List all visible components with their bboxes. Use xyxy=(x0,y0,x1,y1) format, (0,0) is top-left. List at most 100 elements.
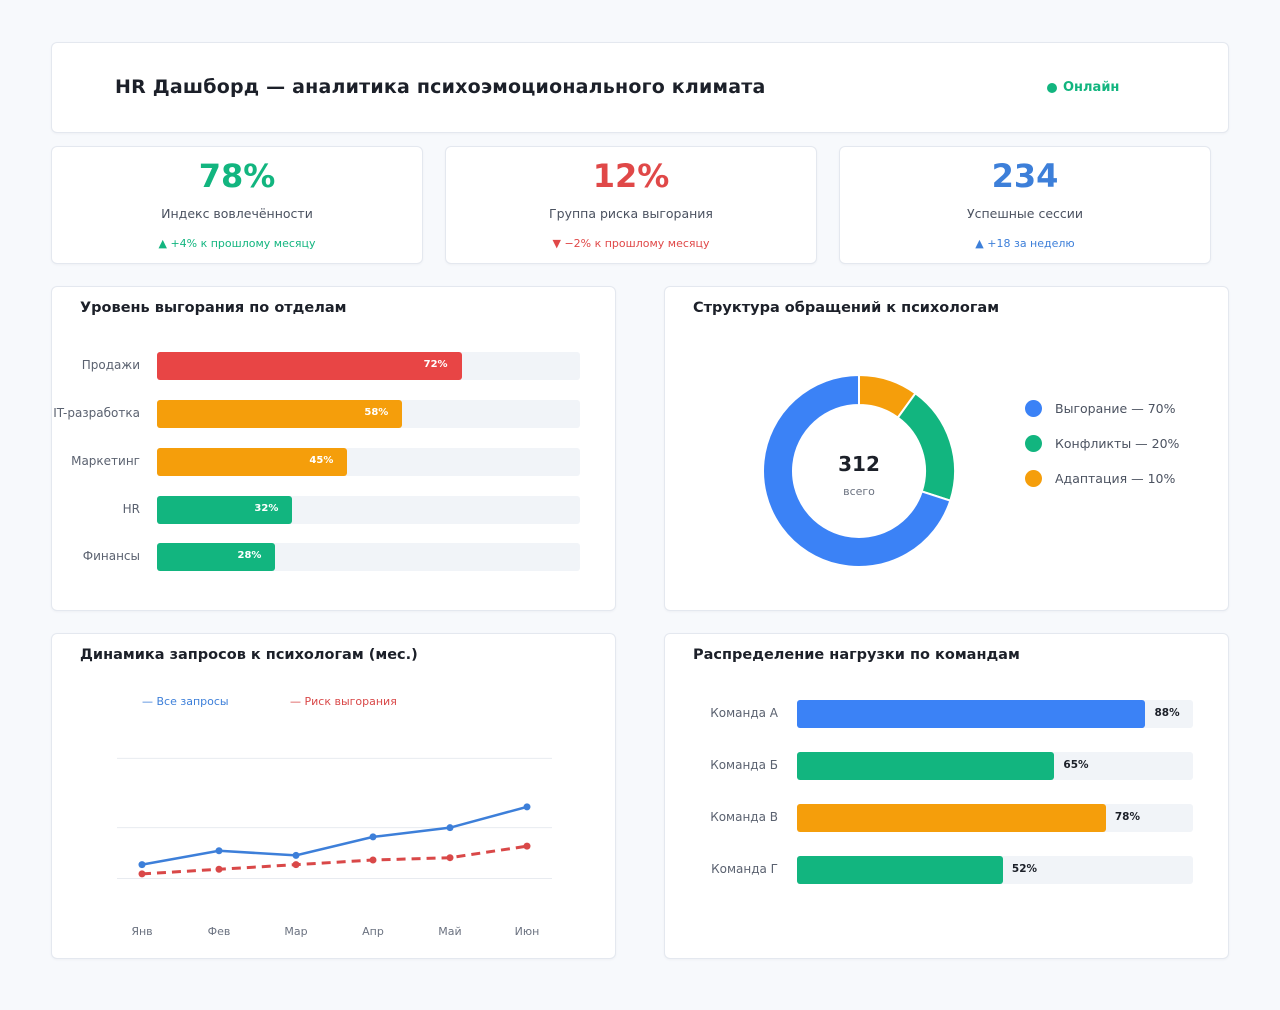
team-load-panel: Распределение нагрузки по командам Коман… xyxy=(664,633,1229,959)
department-label: HR xyxy=(122,502,140,516)
x-tick-label: Мар xyxy=(284,925,307,938)
legend-dot-icon xyxy=(1025,435,1042,452)
legend-item: Конфликты — 20% xyxy=(1025,435,1179,452)
burnout-by-department-panel: Уровень выгорания по отделам Продажи 72% I… xyxy=(51,286,616,611)
team-row: Команда Б 65% xyxy=(665,752,1228,780)
burnout-bar: 28% xyxy=(157,543,276,571)
data-point xyxy=(446,854,454,862)
kpi-delta: ▲ +18 за неделю xyxy=(975,237,1075,250)
legend-dot-icon xyxy=(1025,400,1042,417)
series-line xyxy=(141,805,528,866)
donut-total-label: всего xyxy=(843,485,875,498)
burnout-value-label: 72% xyxy=(423,359,448,370)
team-value-label: 52% xyxy=(1011,863,1038,875)
page-title: HR Дашборд — аналитика психоэмоционально… xyxy=(115,76,766,98)
panel-title: Уровень выгорания по отделам xyxy=(80,300,347,316)
legend-label: Выгорание — 70% xyxy=(1055,401,1176,416)
kpi-card-sessions: 234 Успешные сессии ▲ +18 за неделю xyxy=(839,146,1211,264)
requests-dynamics-line-chart: — Все запросы — Риск выгорания Янв Фев Мар… xyxy=(117,695,552,938)
team-bar-track: 52% xyxy=(797,856,1193,884)
x-tick-label: Июн xyxy=(515,925,540,938)
burnout-bar: 72% xyxy=(157,352,462,380)
kpi-value: 12% xyxy=(592,157,670,195)
x-tick-label: Фев xyxy=(208,925,231,938)
burnout-bar: 32% xyxy=(157,496,293,524)
department-row: Финансы 28% xyxy=(52,543,615,571)
team-bar-track: 88% xyxy=(797,700,1193,728)
data-point xyxy=(138,870,146,878)
data-point xyxy=(369,833,377,841)
status-label: Онлайн xyxy=(1063,80,1120,95)
department-label: IT-разработка xyxy=(53,406,140,420)
department-row: Продажи 72% xyxy=(52,352,615,380)
department-label: Продажи xyxy=(81,358,140,372)
kpi-label: Группа риска выгорания xyxy=(549,206,713,221)
x-tick-label: Янв xyxy=(131,925,152,938)
burnout-value-label: 45% xyxy=(309,455,334,466)
team-row: Команда Г 52% xyxy=(665,856,1228,884)
x-tick-label: Май xyxy=(438,925,461,938)
burnout-bar-track: 32% xyxy=(157,496,580,524)
donut-total: 312 xyxy=(838,452,880,476)
team-value-label: 65% xyxy=(1063,759,1089,771)
requests-dynamics-panel: Динамика запросов к психологам (мес.) — … xyxy=(51,633,616,959)
burnout-bar-track: 58% xyxy=(157,400,580,428)
requests-donut-chart: 312 всего xyxy=(762,373,956,568)
donut-segment xyxy=(762,373,952,568)
data-point xyxy=(215,847,223,855)
team-label: Команда Б xyxy=(710,758,778,772)
burnout-bar-track: 28% xyxy=(157,543,580,571)
department-row: IT-разработка 58% xyxy=(52,400,615,428)
burnout-value-label: 32% xyxy=(254,503,279,514)
legend-dot-icon xyxy=(1025,470,1042,487)
kpi-value: 234 xyxy=(991,157,1059,195)
team-row: Команда А 88% xyxy=(665,700,1228,728)
series-line xyxy=(141,844,528,876)
burnout-bar: 45% xyxy=(157,448,348,476)
legend-burnout-risk: — Риск выгорания xyxy=(290,695,397,708)
dashboard-header: HR Дашборд — аналитика психоэмоционально… xyxy=(51,42,1229,133)
data-point xyxy=(523,842,531,850)
team-value-label: 88% xyxy=(1154,707,1180,719)
data-point xyxy=(138,861,146,869)
burnout-bar-track: 45% xyxy=(157,448,580,476)
panel-title: Динамика запросов к психологам (мес.) xyxy=(80,647,418,663)
department-label: Маркетинг xyxy=(71,454,140,468)
requests-structure-panel: Структура обращений к психологам 312 все… xyxy=(664,286,1229,611)
legend-label: Адаптация — 10% xyxy=(1055,471,1176,486)
team-load-bar xyxy=(797,752,1055,780)
department-label: Финансы xyxy=(82,549,140,563)
team-label: Команда А xyxy=(710,706,778,720)
kpi-delta: ▼ −2% к прошлому месяцу xyxy=(552,237,710,250)
department-row: Маркетинг 45% xyxy=(52,448,615,476)
panel-title: Структура обращений к психологам xyxy=(693,300,1000,316)
kpi-delta: ▲ +4% к прошлому месяцу xyxy=(158,237,316,250)
burnout-value-label: 28% xyxy=(237,550,262,561)
team-row: Команда В 78% xyxy=(665,804,1228,832)
legend-all-requests: — Все запросы xyxy=(142,695,229,708)
data-point xyxy=(215,865,223,873)
team-load-bar xyxy=(797,700,1146,728)
burnout-bar: 58% xyxy=(157,400,403,428)
burnout-value-label: 58% xyxy=(364,407,389,418)
legend-item: Адаптация — 10% xyxy=(1025,470,1175,487)
team-label: Команда Г xyxy=(711,862,778,876)
data-point xyxy=(523,803,531,811)
team-bar-track: 65% xyxy=(797,752,1193,780)
department-row: HR 32% xyxy=(52,496,615,524)
data-point xyxy=(446,824,454,832)
kpi-value: 78% xyxy=(198,157,276,195)
online-status-badge: Онлайн xyxy=(1047,80,1119,95)
team-load-bar xyxy=(797,856,1003,884)
legend-item: Выгорание — 70% xyxy=(1025,400,1175,417)
data-point xyxy=(369,856,377,864)
status-dot-icon xyxy=(1047,82,1057,93)
kpi-label: Успешные сессии xyxy=(966,206,1084,221)
kpi-card-engagement: 78% Индекс вовлечённости ▲ +4% к прошлом… xyxy=(51,146,423,264)
team-bar-track: 78% xyxy=(797,804,1193,832)
data-point xyxy=(292,851,300,859)
kpi-card-burnout-risk: 12% Группа риска выгорания ▼ −2% к прошл… xyxy=(445,146,817,264)
team-load-bar xyxy=(797,804,1106,832)
team-value-label: 78% xyxy=(1114,811,1141,823)
team-label: Команда В xyxy=(710,810,778,824)
